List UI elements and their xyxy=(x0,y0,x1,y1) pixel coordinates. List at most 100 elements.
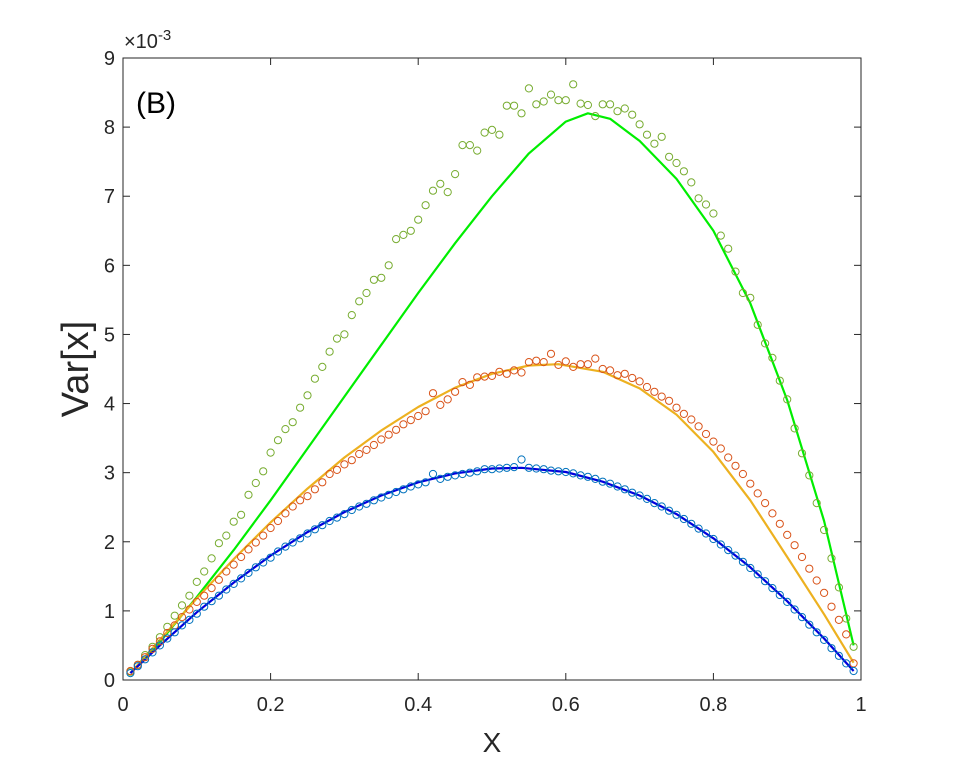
data-point-series-1 xyxy=(384,261,393,270)
data-point-series-2 xyxy=(443,395,452,404)
data-point-series-1 xyxy=(303,391,312,400)
data-point-series-3 xyxy=(834,651,844,660)
data-point-series-2 xyxy=(716,444,725,453)
data-point-series-2 xyxy=(421,407,430,416)
data-point-series-2 xyxy=(834,615,844,625)
data-point-series-2 xyxy=(303,492,312,501)
data-point-series-3 xyxy=(310,525,319,534)
data-point-series-2 xyxy=(738,469,748,479)
data-point-series-3 xyxy=(665,506,674,515)
data-point-series-3 xyxy=(820,635,829,645)
data-point-series-1 xyxy=(377,273,386,282)
data-point-series-2 xyxy=(414,411,423,421)
data-point-series-3 xyxy=(849,666,858,676)
data-point-series-2 xyxy=(502,369,511,378)
data-point-series-2 xyxy=(687,415,696,424)
data-point-series-2 xyxy=(200,591,209,600)
data-point-series-2 xyxy=(665,396,674,405)
x-tick-label: 0.2 xyxy=(257,694,285,716)
data-point-series-1 xyxy=(185,591,194,600)
data-point-series-3 xyxy=(591,474,600,483)
data-point-series-3 xyxy=(355,502,364,511)
data-point-series-1 xyxy=(805,471,814,480)
data-point-series-1 xyxy=(340,330,349,339)
data-point-series-2 xyxy=(761,499,770,508)
data-point-series-2 xyxy=(177,613,187,622)
data-point-series-2 xyxy=(812,576,821,585)
data-point-series-3 xyxy=(281,542,290,551)
data-point-series-2 xyxy=(281,509,290,518)
data-point-series-2 xyxy=(539,358,548,367)
data-point-series-2 xyxy=(259,531,268,540)
data-point-series-3 xyxy=(761,577,770,586)
data-point-series-2 xyxy=(635,377,644,386)
data-point-series-1 xyxy=(288,418,297,427)
data-point-series-1 xyxy=(362,288,371,298)
data-point-series-3 xyxy=(133,662,142,671)
data-point-series-2 xyxy=(148,644,157,654)
data-point-series-1 xyxy=(487,125,497,134)
data-point-series-1 xyxy=(325,347,334,356)
data-point-series-3 xyxy=(812,628,821,637)
data-point-series-3 xyxy=(185,615,194,625)
data-point-series-1 xyxy=(783,395,792,404)
data-point-series-2 xyxy=(458,378,467,387)
data-point-series-2 xyxy=(805,564,814,573)
data-point-series-2 xyxy=(377,435,386,444)
data-point-series-2 xyxy=(310,485,319,494)
data-point-series-2 xyxy=(657,392,666,401)
data-point-series-2 xyxy=(266,523,275,533)
data-point-series-3 xyxy=(244,568,253,578)
data-point-series-3 xyxy=(517,455,526,464)
data-point-series-1 xyxy=(606,100,615,109)
x-tick-label: 0.8 xyxy=(699,694,727,716)
y-tick-label: 9 xyxy=(104,48,115,70)
fit-curve-series-1 xyxy=(129,112,855,674)
data-point-series-3 xyxy=(701,529,711,538)
data-point-series-3 xyxy=(672,510,681,519)
data-point-series-1 xyxy=(812,499,821,508)
data-point-series-2 xyxy=(606,366,615,375)
data-point-series-1 xyxy=(369,275,378,284)
data-point-series-3 xyxy=(724,546,733,555)
data-point-series-3 xyxy=(687,519,696,528)
data-point-series-2 xyxy=(709,437,718,446)
data-point-series-1 xyxy=(583,100,593,110)
data-point-series-1 xyxy=(141,651,150,660)
x-tick-label: 0 xyxy=(117,694,128,716)
data-point-series-1 xyxy=(229,517,238,526)
data-point-series-2 xyxy=(355,449,364,459)
data-point-series-1 xyxy=(214,539,223,548)
data-point-series-3 xyxy=(192,609,201,618)
data-point-series-2 xyxy=(237,552,246,562)
data-point-series-3 xyxy=(362,499,371,508)
data-point-series-1 xyxy=(849,642,858,651)
data-point-series-3 xyxy=(369,496,378,505)
data-point-series-3 xyxy=(650,499,659,508)
data-point-series-1 xyxy=(701,200,711,209)
data-point-series-1 xyxy=(716,231,725,240)
data-point-series-3 xyxy=(288,538,297,547)
data-point-series-3 xyxy=(163,634,172,643)
data-point-series-2 xyxy=(768,509,777,518)
data-point-series-3 xyxy=(620,485,629,494)
data-point-series-1 xyxy=(532,100,541,109)
data-point-series-2 xyxy=(318,478,327,487)
data-point-series-3 xyxy=(214,591,223,600)
data-point-series-3 xyxy=(251,563,260,572)
data-point-series-3 xyxy=(428,469,438,479)
data-point-series-3 xyxy=(229,579,238,589)
data-point-series-1 xyxy=(650,139,659,148)
data-point-series-3 xyxy=(606,479,615,488)
data-point-series-3 xyxy=(775,590,784,600)
data-point-series-1 xyxy=(259,467,268,476)
data-point-series-1 xyxy=(414,215,423,224)
data-point-series-1 xyxy=(546,90,556,99)
data-point-series-3 xyxy=(797,613,807,622)
data-point-series-3 xyxy=(731,551,740,560)
y-tick-label: 8 xyxy=(104,117,115,139)
data-point-series-1 xyxy=(620,104,629,113)
data-point-series-3 xyxy=(237,574,246,583)
data-point-series-1 xyxy=(642,130,652,139)
x-axis: 0 0.2 0.4 0.6 0.8 1 xyxy=(117,58,867,716)
